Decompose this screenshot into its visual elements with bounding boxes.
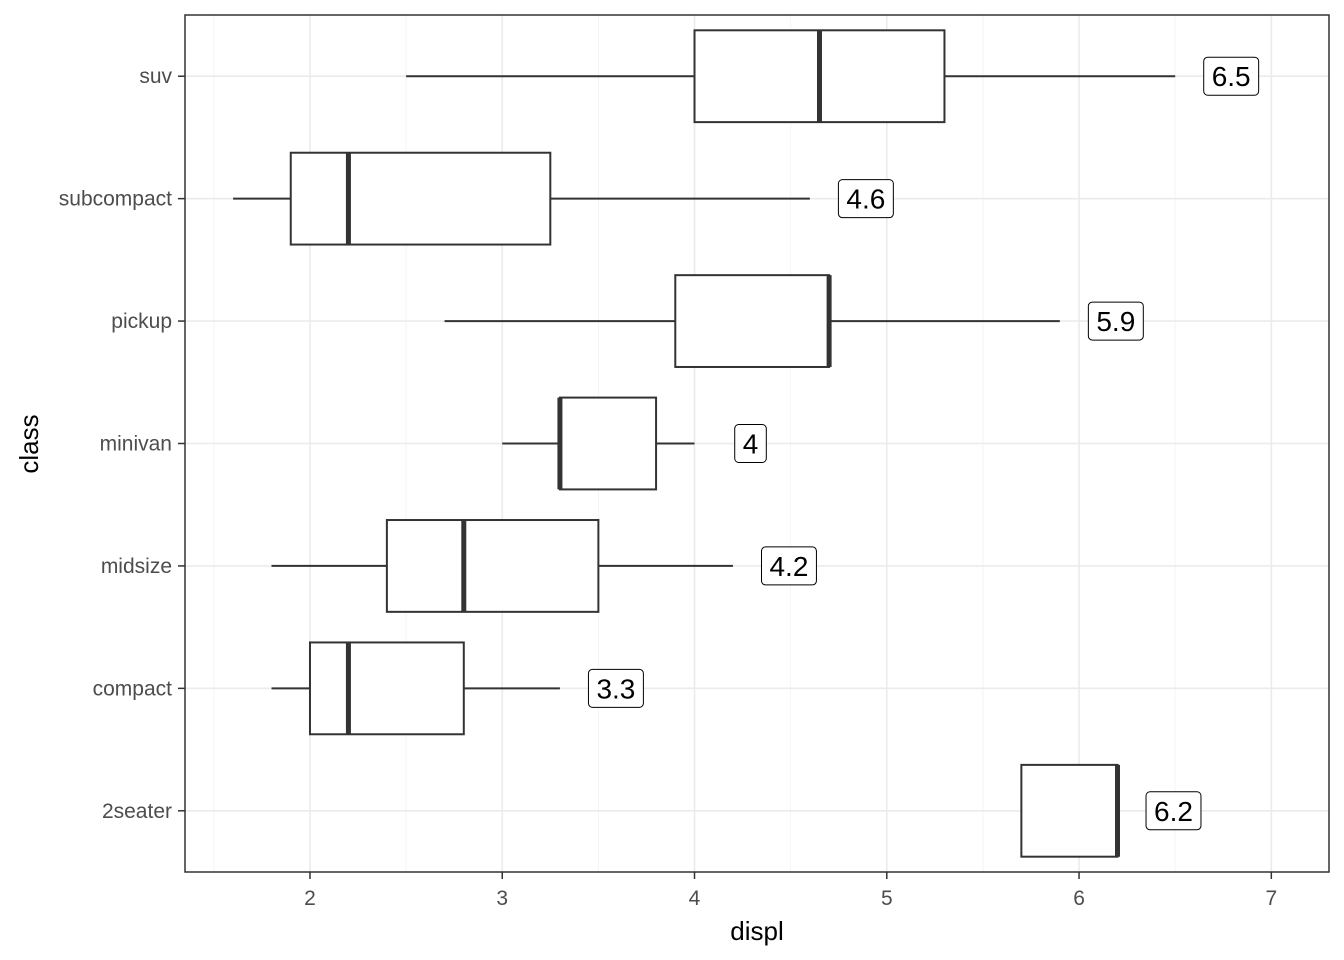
x-tick-label-6: 6 <box>1073 887 1085 910</box>
y-tick-label-2seater: 2seater <box>102 800 172 823</box>
max-label-subcompact: 4.6 <box>837 179 894 219</box>
box-plots <box>233 29 1176 858</box>
x-tick-label-2: 2 <box>304 887 316 910</box>
box-rect-pickup <box>674 274 831 368</box>
max-label-box-subcompact <box>837 179 894 219</box>
x-tick-label-4: 4 <box>689 887 701 910</box>
max-label-text-minivan: 4 <box>743 429 759 460</box>
max-label-box-compact <box>587 668 644 708</box>
box-minivan <box>502 396 695 491</box>
max-label-text-2seater: 6.2 <box>1154 796 1193 827</box>
box-rect-compact <box>308 641 465 736</box>
max-label-text-midsize: 4.2 <box>769 551 808 582</box>
max-label-text-pickup: 5.9 <box>1096 306 1135 337</box>
x-tick-label-7: 7 <box>1265 887 1277 910</box>
y-tick-label-pickup: pickup <box>111 310 172 333</box>
y-tick-label-suv: suv <box>139 65 172 88</box>
y-axis-title: class <box>14 414 44 473</box>
max-label-2seater: 6.2 <box>1145 791 1202 831</box>
x-tick-label-3: 3 <box>496 887 508 910</box>
y-tick-label-midsize: midsize <box>101 555 172 578</box>
box-rect-subcompact <box>289 151 552 246</box>
max-label-box-pickup <box>1087 301 1144 341</box>
max-label-box-suv <box>1203 56 1260 96</box>
max-label-text-compact: 3.3 <box>596 673 635 704</box>
box-rect-minivan <box>558 396 658 491</box>
max-label-box-2seater <box>1145 791 1202 831</box>
axes: 2 3 4 5 6 7 2seater compact midsize minivan pickup… <box>59 65 1277 910</box>
max-label-minivan: 4 <box>734 424 767 463</box>
box-pickup <box>444 274 1060 368</box>
x-tick-label-5: 5 <box>881 887 893 910</box>
max-label-compact: 3.3 <box>587 668 644 708</box>
max-label-pickup: 5.9 <box>1087 301 1144 341</box>
box-rect-midsize <box>385 519 600 613</box>
max-label-box-minivan <box>734 424 767 463</box>
y-tick-label-minivan: minivan <box>100 433 172 456</box>
box-subcompact <box>233 151 810 246</box>
max-label-text-suv: 6.5 <box>1212 61 1251 92</box>
y-tick-label-compact: compact <box>93 677 173 700</box>
max-value-labels: 6.2 3.3 4.2 4 5.9 4.6 6.5 <box>587 56 1260 831</box>
box-midsize <box>271 519 733 613</box>
box-rect-2seater <box>1020 763 1119 858</box>
max-label-midsize: 4.2 <box>760 546 817 586</box>
box-suv <box>406 29 1176 124</box>
box-compact <box>271 641 560 736</box>
y-tick-label-subcompact: subcompact <box>59 188 172 211</box>
max-label-suv: 6.5 <box>1203 56 1260 96</box>
max-label-text-subcompact: 4.6 <box>846 184 885 215</box>
max-label-box-midsize <box>760 546 817 586</box>
x-axis-title: displ <box>730 916 783 946</box>
box-2seater <box>1020 763 1121 858</box>
